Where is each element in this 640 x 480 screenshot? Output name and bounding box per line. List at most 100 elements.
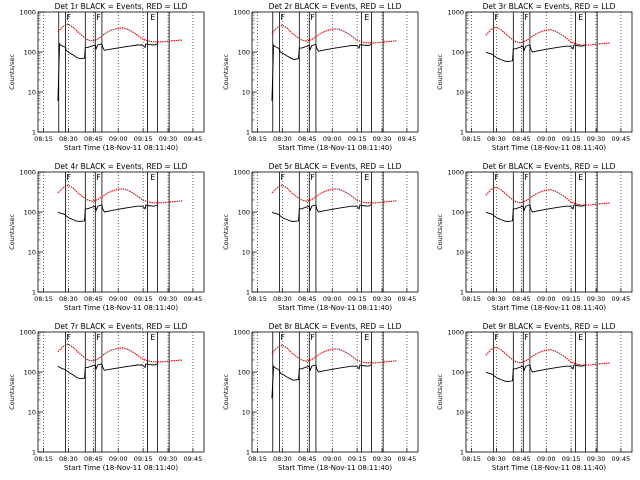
x-axis-label: Start Time (18-Nov-11 08:11:40) — [64, 144, 178, 152]
series-lld — [57, 343, 183, 363]
panel-det-5: 08:15 08:30 08:45 09:00 09:15 09:30 09:45 1 10 10… — [222, 162, 419, 312]
x-tick-label: 08:15 — [462, 295, 481, 303]
panel-det-8: 08:15 08:30 08:45 09:00 09:15 09:30 09:45 1 10 10… — [222, 322, 419, 472]
y-tick-label: 1 — [32, 129, 36, 137]
x-tick-label: 09:45 — [612, 455, 631, 463]
series-lld — [485, 26, 611, 46]
marker-label: E — [364, 333, 369, 342]
x-tick-label: 08:30 — [487, 135, 506, 143]
x-tick-label: 09:15 — [134, 135, 153, 143]
y-axis-label: Counts/sec — [222, 54, 230, 90]
y-tick-label: 1 — [460, 449, 464, 457]
y-tick-label: 10 — [242, 249, 250, 257]
x-tick-label: 08:30 — [273, 295, 292, 303]
y-tick-label: 1000 — [19, 9, 36, 17]
x-tick-label: 08:30 — [273, 455, 292, 463]
x-tick-label: 08:45 — [512, 295, 531, 303]
x-tick-label: 08:45 — [298, 135, 317, 143]
y-axis-label: Counts/sec — [8, 214, 16, 250]
x-tick-label: 09:15 — [562, 455, 581, 463]
y-tick-label: 1 — [460, 129, 464, 137]
x-axis-label: Start Time (18-Nov-11 08:11:40) — [64, 464, 178, 472]
y-axis-label: Counts/sec — [436, 54, 444, 90]
y-tick-label: 1000 — [447, 169, 464, 177]
x-tick-label: 09:45 — [612, 135, 631, 143]
panel-det-1: 08:15 08:30 08:45 09:00 09:15 09:30 09:45 1 10 10… — [8, 2, 205, 152]
chart-title: Det 5r BLACK = Events, RED = LLD — [269, 162, 402, 171]
series-lld — [57, 23, 183, 43]
series-events — [57, 42, 158, 101]
x-tick-label: 09:00 — [109, 295, 128, 303]
marker-label: F — [310, 333, 315, 342]
y-tick-label: 1 — [32, 449, 36, 457]
chart-title: Det 9r BLACK = Events, RED = LLD — [483, 322, 616, 331]
series-events — [271, 364, 372, 399]
x-tick-label: 09:00 — [323, 135, 342, 143]
series-lld — [271, 184, 397, 204]
plot-frame — [251, 171, 419, 293]
y-tick-label: 1000 — [447, 9, 464, 17]
y-tick-label: 10 — [456, 409, 464, 417]
x-tick-label: 08:15 — [248, 295, 267, 303]
chart-title: Det 3r BLACK = Events, RED = LLD — [483, 2, 616, 11]
y-tick-label: 1000 — [447, 329, 464, 337]
y-axis-label: Counts/sec — [436, 374, 444, 410]
y-axis-label: Counts/sec — [222, 374, 230, 410]
y-tick-label: 1000 — [233, 9, 250, 17]
x-tick-label: 08:15 — [462, 455, 481, 463]
x-tick-label: 09:15 — [348, 455, 367, 463]
marker-label: F — [524, 333, 529, 342]
x-tick-label: 08:15 — [34, 135, 53, 143]
y-axis-label: Counts/sec — [222, 214, 230, 250]
y-tick-label: 10 — [28, 409, 36, 417]
x-tick-label: 09:45 — [184, 135, 203, 143]
x-tick-label: 09:45 — [398, 455, 417, 463]
x-tick-label: 09:00 — [109, 135, 128, 143]
plot-frame — [251, 331, 419, 453]
y-tick-label: 10 — [456, 249, 464, 257]
x-tick-label: 09:00 — [537, 135, 556, 143]
x-tick-label: 08:30 — [487, 455, 506, 463]
x-tick-label: 08:15 — [248, 135, 267, 143]
x-tick-label: 08:15 — [248, 455, 267, 463]
x-tick-label: 08:15 — [34, 455, 53, 463]
y-tick-label: 1 — [246, 129, 250, 137]
marker-label: E — [150, 173, 155, 182]
series-events — [57, 363, 158, 380]
plot-frame — [37, 171, 205, 293]
y-tick-label: 100 — [452, 209, 464, 217]
x-tick-label: 09:30 — [159, 135, 178, 143]
plot-frame — [251, 11, 419, 133]
x-tick-label: 09:00 — [323, 295, 342, 303]
x-tick-label: 09:15 — [348, 295, 367, 303]
marker-label: F — [310, 173, 315, 182]
marker-label: F — [310, 13, 315, 22]
marker-label: E — [150, 333, 155, 342]
chart-title: Det 2r BLACK = Events, RED = LLD — [269, 2, 402, 11]
plot-frame — [37, 11, 205, 133]
x-tick-label: 08:30 — [487, 295, 506, 303]
marker-label: F — [66, 173, 71, 182]
y-tick-label: 100 — [238, 49, 250, 57]
x-tick-label: 09:30 — [373, 135, 392, 143]
x-tick-label: 09:30 — [159, 295, 178, 303]
marker-label: E — [578, 13, 583, 22]
chart-title: Det 6r BLACK = Events, RED = LLD — [483, 162, 616, 171]
marker-label: F — [524, 173, 529, 182]
y-tick-label: 100 — [452, 49, 464, 57]
y-tick-label: 1000 — [19, 329, 36, 337]
chart-title: Det 7r BLACK = Events, RED = LLD — [55, 322, 188, 331]
y-tick-label: 100 — [24, 209, 36, 217]
marker-label: F — [66, 13, 71, 22]
y-tick-label: 1000 — [19, 169, 36, 177]
marker-label: F — [280, 333, 285, 342]
x-tick-label: 09:15 — [562, 135, 581, 143]
x-tick-label: 08:45 — [298, 295, 317, 303]
marker-label: E — [578, 173, 583, 182]
marker-label: F — [96, 13, 101, 22]
x-tick-label: 08:45 — [84, 455, 103, 463]
chart-title: Det 4r BLACK = Events, RED = LLD — [55, 162, 188, 171]
panel-det-9: 08:15 08:30 08:45 09:00 09:15 09:30 09:45 1 10 10… — [436, 322, 633, 472]
x-axis-label: Start Time (18-Nov-11 08:11:40) — [278, 304, 392, 312]
series-events — [57, 204, 158, 222]
